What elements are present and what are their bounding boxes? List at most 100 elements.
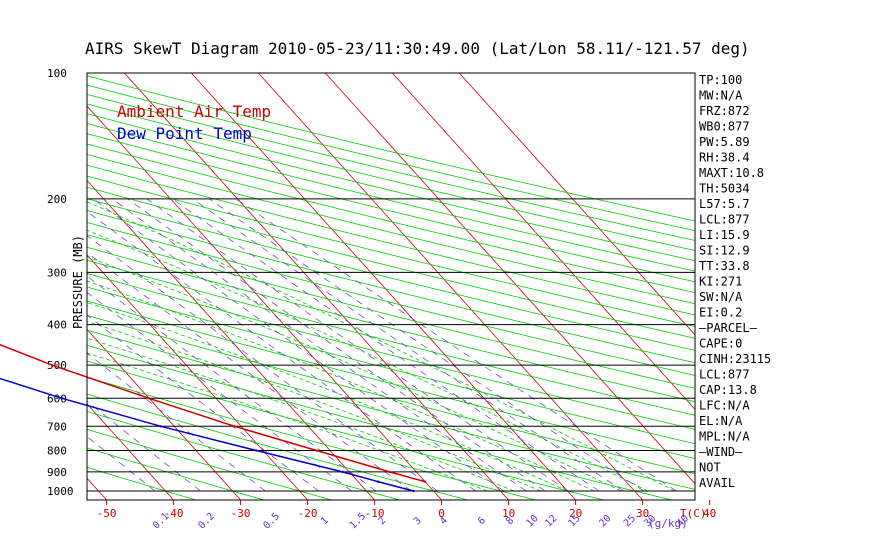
- dry-adiabat-line: [87, 84, 695, 232]
- side-info-text: CAP:13.8: [699, 383, 757, 397]
- mixing-ratio-line: [87, 400, 201, 492]
- side-info-text: SI:12.9: [699, 244, 750, 258]
- isotherm-line: [325, 73, 695, 485]
- dry-adiabat-line: [87, 175, 695, 327]
- mixing-ratio-tick-label: 10: [524, 513, 540, 529]
- bottom-tick-label: 10: [502, 507, 515, 520]
- isotherm-line: [87, 477, 107, 500]
- mixing-unit-label: (g/kg): [648, 517, 688, 530]
- bottom-tick-label: -30: [231, 507, 251, 520]
- dry-adiabat-line: [87, 360, 604, 500]
- dry-adiabat-line: [87, 246, 695, 403]
- side-info-text: MW:N/A: [699, 89, 743, 103]
- dry-adiabat-line: [87, 123, 695, 272]
- ambient-temp-point: [423, 480, 427, 483]
- side-info-text: PW:5.89: [699, 135, 750, 149]
- dry-adiabat-line: [87, 376, 536, 500]
- side-info-text: —WIND—: [699, 445, 743, 459]
- dew-point-point: [159, 425, 162, 428]
- moist-adiabat-line: [87, 256, 622, 492]
- dry-adiabat-line: [87, 222, 695, 376]
- mixing-ratio-line: [87, 314, 319, 492]
- side-info-text: SW:N/A: [699, 290, 743, 304]
- mixing-ratio-tick-label: 20: [597, 513, 613, 529]
- dew-point-point: [255, 449, 258, 452]
- mixing-ratio-line: [87, 235, 438, 492]
- pressure-tick-label: 800: [47, 444, 67, 457]
- side-info-text: LI:15.9: [699, 228, 750, 242]
- mixing-ratio-tick-label: 2: [376, 515, 388, 527]
- dry-adiabat-line: [87, 210, 695, 364]
- bottom-tick-label: -50: [97, 507, 117, 520]
- side-info-text: EL:N/A: [699, 414, 743, 428]
- dry-adiabat-line: [87, 393, 468, 500]
- pressure-tick-label: 1000: [47, 485, 74, 498]
- mixing-ratio-tick-label: 1: [319, 515, 331, 527]
- axis-layer: -120-110-100-90-80-70-60-50-40-50-40-30-…: [86, 72, 771, 532]
- side-info-text: KI:271: [699, 275, 742, 289]
- dry-adiabat-line: [87, 410, 400, 500]
- side-info-text: LFC:N/A: [699, 399, 750, 413]
- pressure-tick-label: 100: [47, 67, 67, 80]
- series-layer: [0, 343, 427, 493]
- dry-adiabat-line: [87, 234, 695, 389]
- chart-title: AIRS SkewT Diagram 2010-05-23/11:30:49.0…: [85, 39, 750, 58]
- moist-adiabat-line: [87, 302, 568, 492]
- isotherm-line: [87, 328, 241, 500]
- side-info-text: TT:33.8: [699, 259, 750, 273]
- side-info-text: LCL:877: [699, 213, 750, 227]
- isotherm-line: [0, 73, 40, 500]
- mixing-ratio-tick-label: 4: [438, 515, 450, 527]
- dry-adiabat-line: [87, 103, 695, 251]
- side-info-text: EI:0.2: [699, 306, 742, 320]
- dry-adiabat-line: [87, 300, 695, 459]
- dew-point-point: [412, 489, 415, 493]
- moist-adiabat-line: [87, 352, 488, 492]
- dry-adiabat-line: [87, 75, 695, 222]
- bottom-tick-label: -20: [298, 507, 318, 520]
- mixing-ratio-line: [127, 198, 546, 492]
- dew-point-point: [377, 480, 380, 483]
- mixing-ratio-tick-label: 0.5: [261, 511, 282, 532]
- mixing-ratio-line: [208, 198, 645, 492]
- dry-adiabat-line: [87, 286, 695, 445]
- pressure-tick-label: 500: [47, 359, 67, 372]
- mixing-ratio-tick-label: 0.2: [196, 511, 217, 532]
- pressure-tick-label: 400: [47, 319, 67, 332]
- pressure-tick-label: 200: [47, 193, 67, 206]
- ambient-temp-point: [233, 425, 236, 428]
- series-0: [0, 343, 427, 483]
- side-info-text: NOT: [699, 461, 721, 475]
- series-1: [0, 377, 415, 493]
- side-info-text: TP:100: [699, 73, 742, 87]
- dry-adiabat-line: [87, 259, 695, 416]
- dry-adiabat-line: [87, 113, 695, 262]
- ambient-temp-point: [147, 397, 151, 400]
- isotherm-line: [87, 105, 442, 500]
- side-info-text: CINH:23115: [699, 352, 771, 366]
- dry-adiabat-line: [87, 143, 695, 294]
- dry-adiabat-line: [87, 93, 695, 241]
- dew-point-point: [341, 470, 344, 474]
- dry-adiabat-line: [87, 186, 695, 339]
- mixing-ratio-line: [87, 352, 266, 492]
- bottom-tick-label: 0: [438, 507, 445, 520]
- mixing-ratio-line: [111, 198, 527, 492]
- mixing-ratio-tick-label: 3: [412, 515, 424, 527]
- mixing-ratio-tick-label: 6: [476, 515, 488, 527]
- dry-adiabat-line: [87, 272, 695, 430]
- mixing-ratio-line: [87, 435, 156, 492]
- ambient-temp-point: [388, 470, 391, 474]
- legend-dew: Dew Point Temp: [117, 124, 252, 143]
- side-info-text: TH:5034: [699, 182, 750, 196]
- x-axis-label: T(C): [680, 507, 707, 520]
- bottom-tick-label: -40: [164, 507, 184, 520]
- pressure-tick-label: 700: [47, 420, 67, 433]
- dry-adiabat-line: [87, 164, 695, 316]
- bottom-tick-label: 40: [703, 507, 716, 520]
- isotherm-line: [459, 73, 695, 336]
- bottom-tick-label: -10: [365, 507, 385, 520]
- dry-adiabat-line: [87, 329, 695, 490]
- mixing-ratio-line: [146, 198, 569, 492]
